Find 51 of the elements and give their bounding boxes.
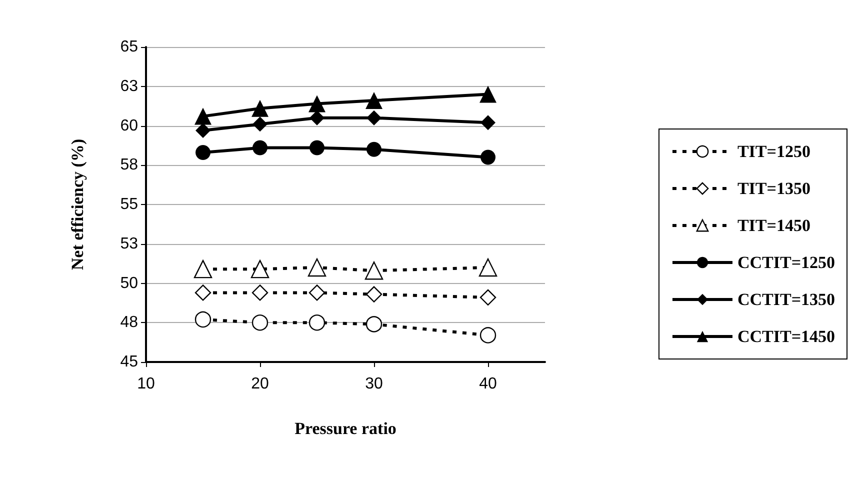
point bbox=[480, 289, 496, 306]
point bbox=[252, 116, 268, 132]
y-tick-label: 45 bbox=[120, 354, 138, 370]
point bbox=[310, 140, 324, 156]
y-tick-label: 48 bbox=[120, 314, 138, 332]
point bbox=[366, 92, 382, 110]
x-axis-title: Pressure ratio bbox=[294, 419, 396, 438]
legend-label: CCTIT=1450 bbox=[737, 327, 836, 346]
y-tick-label: 53 bbox=[120, 235, 138, 252]
point bbox=[252, 100, 268, 117]
legend-label: CCTIT=1350 bbox=[737, 290, 836, 309]
point bbox=[252, 140, 268, 156]
x-tick-label: 20 bbox=[251, 376, 269, 392]
legend-label: TIT=1250 bbox=[737, 142, 810, 161]
point bbox=[194, 108, 212, 125]
point bbox=[480, 115, 496, 130]
point bbox=[194, 311, 212, 328]
point bbox=[366, 110, 382, 126]
point bbox=[366, 286, 382, 302]
point bbox=[308, 314, 326, 331]
legend-label: CCTIT=1250 bbox=[737, 253, 836, 272]
point bbox=[194, 284, 212, 301]
point bbox=[194, 260, 212, 278]
y-tick-label: 63 bbox=[120, 78, 138, 95]
legend-label: TIT=1450 bbox=[737, 216, 810, 235]
y-tick-label: 55 bbox=[120, 196, 138, 213]
y-axis-title: Net efficiency (%) bbox=[68, 138, 87, 270]
point bbox=[308, 95, 326, 112]
point bbox=[478, 258, 498, 277]
point bbox=[480, 86, 496, 103]
y-tick-label: 50 bbox=[120, 274, 138, 292]
point bbox=[250, 260, 270, 278]
point bbox=[196, 122, 210, 138]
point bbox=[310, 110, 324, 126]
point bbox=[364, 262, 384, 280]
point bbox=[252, 284, 268, 301]
x-tick-label: 10 bbox=[137, 376, 155, 392]
point bbox=[480, 150, 496, 165]
y-tick-label: 60 bbox=[120, 117, 138, 134]
point bbox=[366, 316, 382, 332]
point bbox=[252, 314, 268, 331]
y-tick-label: 58 bbox=[120, 156, 138, 174]
legend-label: TIT=1350 bbox=[737, 179, 810, 198]
point bbox=[308, 284, 326, 301]
point bbox=[366, 142, 382, 157]
x-tick-label: 40 bbox=[479, 376, 497, 392]
point bbox=[480, 327, 496, 344]
x-tick-label: 30 bbox=[365, 376, 383, 392]
y-tick-label: 65 bbox=[120, 38, 138, 56]
point bbox=[196, 145, 210, 160]
point bbox=[308, 258, 326, 277]
